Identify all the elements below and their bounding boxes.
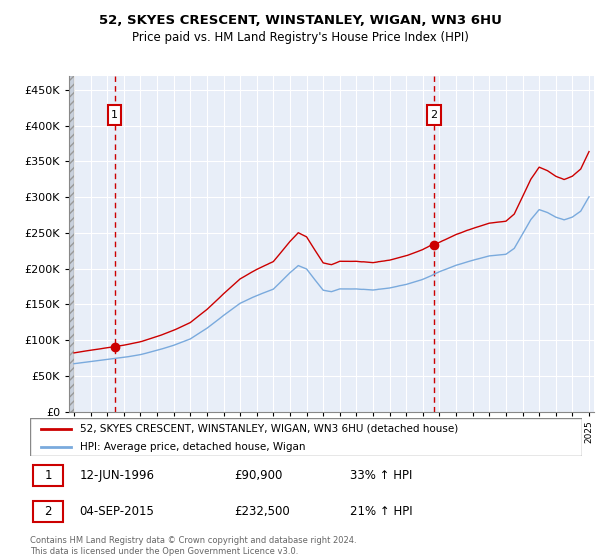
Bar bbox=[69, 76, 74, 412]
FancyBboxPatch shape bbox=[30, 418, 582, 456]
Text: £232,500: £232,500 bbox=[234, 505, 290, 518]
Text: 12-JUN-1996: 12-JUN-1996 bbox=[80, 469, 155, 482]
FancyBboxPatch shape bbox=[427, 105, 440, 125]
Text: 52, SKYES CRESCENT, WINSTANLEY, WIGAN, WN3 6HU: 52, SKYES CRESCENT, WINSTANLEY, WIGAN, W… bbox=[98, 14, 502, 27]
Text: 04-SEP-2015: 04-SEP-2015 bbox=[80, 505, 155, 518]
Text: Contains HM Land Registry data © Crown copyright and database right 2024.
This d: Contains HM Land Registry data © Crown c… bbox=[30, 536, 356, 556]
Text: £90,900: £90,900 bbox=[234, 469, 283, 482]
Text: 21% ↑ HPI: 21% ↑ HPI bbox=[350, 505, 413, 518]
Text: HPI: Average price, detached house, Wigan: HPI: Average price, detached house, Wiga… bbox=[80, 442, 305, 452]
Text: 2: 2 bbox=[44, 505, 52, 518]
Text: 1: 1 bbox=[111, 110, 118, 120]
FancyBboxPatch shape bbox=[108, 105, 121, 125]
Text: 52, SKYES CRESCENT, WINSTANLEY, WIGAN, WN3 6HU (detached house): 52, SKYES CRESCENT, WINSTANLEY, WIGAN, W… bbox=[80, 424, 458, 434]
Text: 1: 1 bbox=[44, 469, 52, 482]
FancyBboxPatch shape bbox=[33, 501, 63, 522]
FancyBboxPatch shape bbox=[33, 465, 63, 486]
Text: 2: 2 bbox=[430, 110, 437, 120]
Text: 33% ↑ HPI: 33% ↑ HPI bbox=[350, 469, 413, 482]
Text: Price paid vs. HM Land Registry's House Price Index (HPI): Price paid vs. HM Land Registry's House … bbox=[131, 31, 469, 44]
